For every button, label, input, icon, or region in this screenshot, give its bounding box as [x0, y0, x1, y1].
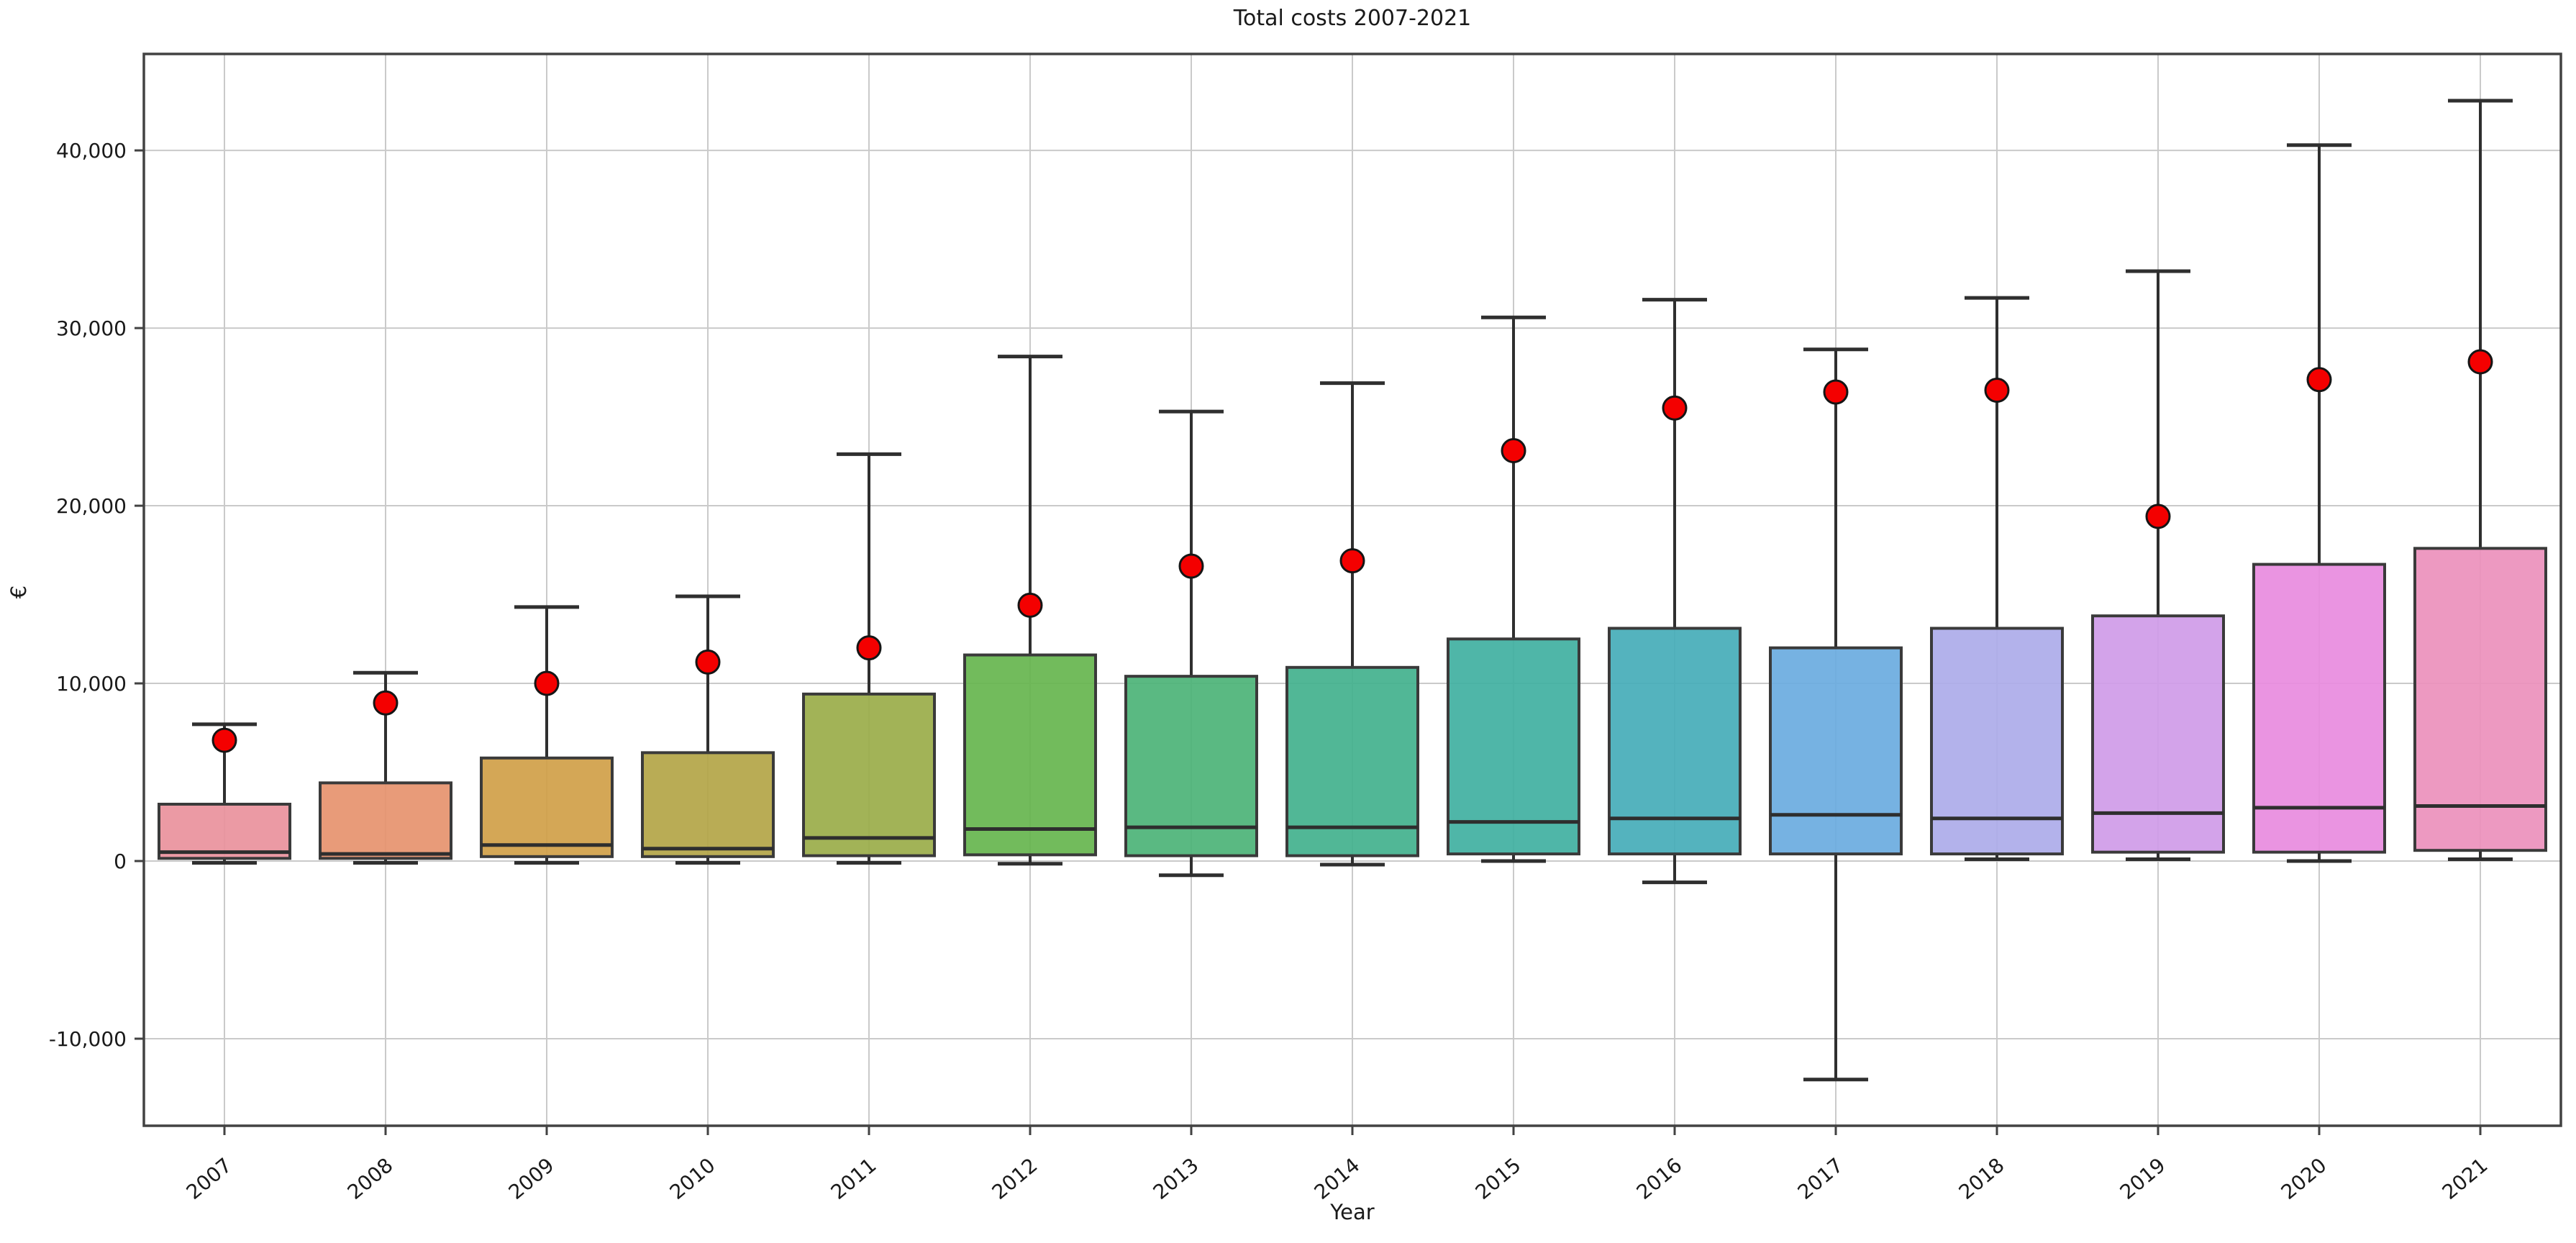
box-2018 — [1930, 627, 2064, 856]
x-tick-label-2010: 2010 — [665, 1153, 720, 1204]
x-tick-label-2015: 2015 — [1471, 1153, 1526, 1204]
mean-dot-2020 — [2306, 367, 2332, 393]
y-tick-label-40,000: 40,000 — [56, 139, 127, 163]
box-2015 — [1447, 637, 1580, 856]
mean-dot-2007 — [211, 727, 237, 753]
x-tick-label-2014: 2014 — [1310, 1153, 1365, 1204]
x-tick-label-2019: 2019 — [2116, 1153, 2170, 1204]
mean-dot-2008 — [373, 690, 399, 716]
x-tick-label-2020: 2020 — [2277, 1153, 2331, 1204]
mean-dot-2018 — [1984, 378, 2010, 404]
x-axis-label: Year — [1330, 1200, 1375, 1224]
mean-dot-2010 — [695, 649, 721, 675]
x-tick-label-2017: 2017 — [1793, 1153, 1848, 1204]
mean-dot-2014 — [1339, 548, 1365, 574]
box-2019 — [2091, 614, 2225, 854]
y-tick-label-10,000: 10,000 — [56, 672, 127, 696]
x-tick-label-2016: 2016 — [1632, 1153, 1687, 1204]
plot-frame — [142, 53, 2562, 1127]
chart-title: Total costs 2007-2021 — [1233, 6, 1472, 31]
x-tick-label-2007: 2007 — [182, 1153, 237, 1204]
mean-dot-2013 — [1178, 553, 1204, 579]
box-2021 — [2413, 547, 2547, 852]
x-tick-label-2008: 2008 — [343, 1153, 398, 1204]
y-tick-label-0: 0 — [114, 850, 127, 873]
mean-dot-2009 — [534, 670, 560, 696]
x-tick-label-2012: 2012 — [988, 1153, 1042, 1204]
mean-dot-2017 — [1823, 379, 1849, 405]
x-tick-label-2009: 2009 — [504, 1153, 559, 1204]
mean-dot-2021 — [2467, 349, 2493, 375]
box-2007 — [158, 802, 291, 860]
mean-dot-2015 — [1501, 437, 1526, 463]
box-2010 — [641, 751, 775, 858]
box-2012 — [963, 653, 1097, 857]
y-tick-label--10,000: -10,000 — [49, 1027, 127, 1051]
y-tick-label-20,000: 20,000 — [56, 494, 127, 518]
mean-dot-2019 — [2145, 504, 2171, 529]
x-tick-label-2011: 2011 — [827, 1153, 881, 1204]
mean-dot-2016 — [1662, 395, 1688, 421]
box-2014 — [1285, 665, 1419, 857]
y-tick-label-30,000: 30,000 — [56, 317, 127, 340]
box-2011 — [802, 692, 936, 857]
box-2016 — [1608, 627, 1742, 856]
box-2009 — [480, 756, 614, 858]
box-2008 — [319, 781, 452, 860]
x-tick-label-2021: 2021 — [2438, 1153, 2493, 1204]
mean-dot-2012 — [1017, 592, 1043, 618]
box-2017 — [1769, 646, 1903, 856]
box-2020 — [2252, 563, 2386, 854]
x-tick-label-2013: 2013 — [1149, 1153, 1203, 1204]
x-tick-label-2018: 2018 — [1954, 1153, 2009, 1204]
mean-dot-2011 — [856, 635, 882, 661]
